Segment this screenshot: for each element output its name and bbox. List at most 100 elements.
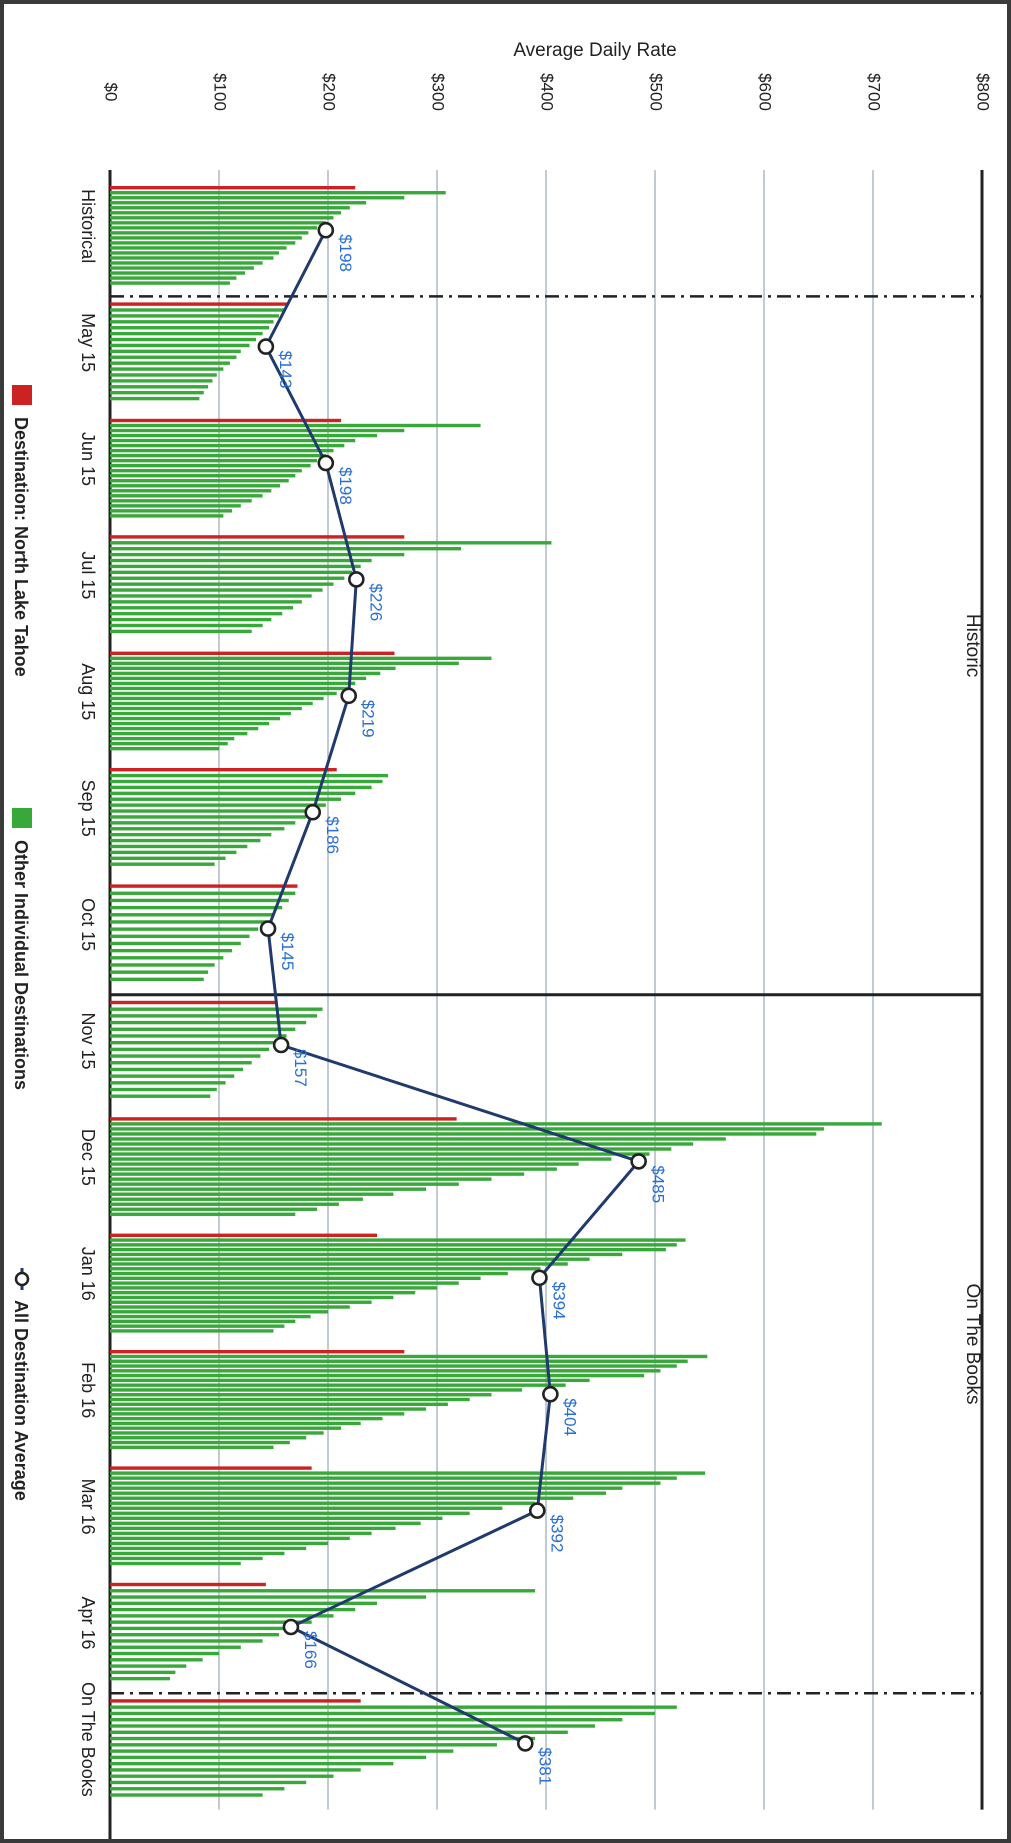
- average-point: [317, 454, 335, 472]
- bar-other-destination: [110, 1736, 536, 1741]
- bar-other-destination: [110, 1067, 243, 1072]
- bar-other-destination: [110, 1780, 307, 1785]
- bar-other-destination: [110, 1061, 252, 1065]
- y-tick-label: $100: [211, 73, 230, 111]
- average-value-label: $145: [278, 933, 297, 971]
- bar-other-destination: [110, 1319, 296, 1324]
- bar-other-destination: [110, 266, 254, 270]
- bar-other-destination: [110, 746, 219, 751]
- average-point: [304, 803, 322, 821]
- bar-other-destination: [110, 1238, 686, 1242]
- bar-other-destination: [110, 509, 233, 513]
- bar-other-destination: [110, 196, 405, 200]
- bar-north-lake-tahoe: [110, 1000, 276, 1005]
- bar-other-destination: [110, 731, 248, 736]
- bar-other-destination: [110, 970, 209, 974]
- bar-other-destination: [110, 856, 226, 860]
- legend-label: All Destination Average: [11, 1300, 31, 1501]
- bar-other-destination: [110, 211, 342, 215]
- section-label-historic: Historic: [962, 614, 983, 677]
- bar-other-destination: [110, 191, 446, 195]
- bar-other-destination: [110, 547, 461, 551]
- bar-other-destination: [110, 617, 272, 622]
- bar-other-destination: [110, 479, 289, 483]
- bar-other-destination: [110, 1589, 536, 1593]
- bar-other-destination: [110, 1087, 217, 1092]
- bar-other-destination: [110, 1369, 661, 1373]
- bar-other-destination: [110, 438, 356, 443]
- bar-other-destination: [110, 1081, 226, 1085]
- bar-other-destination: [110, 1561, 241, 1566]
- bar-other-destination: [110, 1202, 339, 1206]
- average-point: [528, 1502, 546, 1519]
- bar-other-destination: [110, 1481, 661, 1485]
- bar-other-destination: [110, 1243, 677, 1247]
- average-point: [516, 1735, 534, 1752]
- average-point: [317, 221, 335, 239]
- bar-other-destination: [110, 1521, 421, 1526]
- bar-other-destination: [110, 1262, 568, 1266]
- bar-other-destination: [110, 1639, 263, 1643]
- bar-other-destination: [110, 1516, 443, 1520]
- bar-other-destination: [110, 1364, 677, 1368]
- bar-north-lake-tahoe: [110, 1466, 312, 1470]
- bar-other-destination: [110, 504, 241, 508]
- bar-other-destination: [110, 428, 405, 433]
- bar-other-destination: [110, 499, 252, 503]
- bar-other-destination: [110, 201, 367, 205]
- bar-other-destination: [110, 827, 285, 831]
- bar-other-destination: [110, 606, 294, 610]
- bar-north-lake-tahoe: [110, 884, 298, 888]
- bar-other-destination: [110, 1197, 363, 1201]
- bar-other-destination: [110, 1536, 350, 1541]
- bar-other-destination: [110, 1724, 596, 1728]
- bar-other-destination: [110, 349, 241, 354]
- bar-other-destination: [110, 844, 248, 849]
- bar-other-destination: [110, 1147, 672, 1151]
- bar-other-destination: [110, 582, 334, 586]
- bar-other-destination: [110, 741, 228, 746]
- legend-swatch: [12, 808, 32, 828]
- average-value-label: $198: [336, 467, 355, 505]
- bar-other-destination: [110, 576, 345, 580]
- bar-other-destination: [110, 1670, 176, 1675]
- bar-other-destination: [110, 281, 230, 285]
- bar-other-destination: [110, 1471, 706, 1475]
- bar-other-destination: [110, 623, 263, 628]
- bar-other-destination: [110, 1300, 372, 1304]
- bar-other-destination: [110, 1426, 342, 1430]
- bar-other-destination: [110, 396, 200, 401]
- legend-swatch: [12, 385, 32, 405]
- bar-other-destination: [110, 1329, 274, 1333]
- bar-other-destination: [110, 1556, 263, 1561]
- bar-other-destination: [110, 1402, 448, 1406]
- bar-other-destination: [110, 1142, 694, 1146]
- bar-other-destination: [110, 898, 289, 903]
- bar-other-destination: [110, 1768, 361, 1772]
- legend-swatch-point: [14, 1271, 30, 1287]
- bar-other-destination: [110, 1054, 261, 1058]
- bar-other-destination: [110, 1212, 296, 1216]
- bar-other-destination: [110, 1626, 296, 1631]
- bar-other-destination: [110, 423, 481, 428]
- bar-other-destination: [110, 1595, 427, 1599]
- bar-other-destination: [110, 1074, 235, 1078]
- bar-other-destination: [110, 1122, 882, 1126]
- legend-label: Other Individual Destinations: [11, 840, 31, 1090]
- category-label: Historical: [78, 189, 98, 263]
- bar-other-destination: [110, 541, 552, 545]
- bar-other-destination: [110, 1267, 541, 1271]
- bar-other-destination: [110, 1007, 323, 1011]
- bar-other-destination: [110, 1421, 361, 1426]
- bar-other-destination: [110, 1526, 396, 1531]
- bar-other-destination: [110, 458, 318, 463]
- bar-other-destination: [110, 686, 348, 691]
- average-point: [257, 338, 275, 355]
- bar-other-destination: [110, 1152, 650, 1156]
- average-point: [282, 1618, 300, 1636]
- category-label: Jul 15: [78, 551, 98, 599]
- bar-other-destination: [110, 564, 361, 569]
- bar-other-destination: [110, 1651, 219, 1656]
- bar-other-destination: [110, 463, 311, 468]
